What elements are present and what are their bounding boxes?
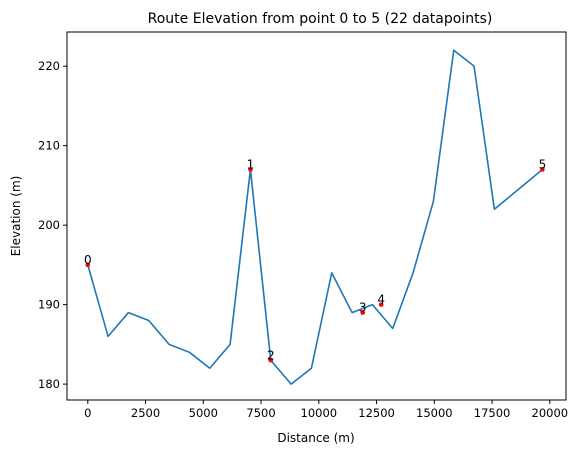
waypoint-label: 1 (247, 158, 255, 172)
waypoint-marker (268, 357, 274, 363)
elevation-series-line (87, 49, 543, 385)
plot-frame (66, 31, 567, 401)
x-tick-label: 17500 (474, 406, 511, 420)
x-tick-label: 5000 (189, 406, 218, 420)
x-tick-label: 20000 (532, 406, 569, 420)
y-tick-label: 200 (38, 218, 60, 232)
waypoint-label: 3 (359, 301, 367, 315)
y-tick-label: 220 (38, 59, 60, 73)
waypoint-marker (248, 167, 253, 172)
waypoint-marker (360, 310, 366, 315)
plot-area: 0 1 2 34 5 (84, 49, 547, 385)
x-tick-label: 7500 (246, 406, 275, 420)
x-tick-label: 15000 (416, 406, 453, 420)
y-tick-label: 180 (38, 377, 60, 391)
y-axis-label: Elevation (m) (9, 176, 23, 257)
y-tick-label: 190 (38, 298, 60, 312)
x-tick-label: 0 (84, 406, 91, 420)
x-tick-label: 10000 (301, 406, 338, 420)
waypoint-label: 4 (377, 293, 385, 307)
waypoint-label: 0 (84, 253, 92, 267)
waypoint-marker (378, 302, 384, 307)
waypoint-marker (540, 167, 545, 172)
waypoint-label: 5 (539, 158, 547, 172)
x-tick-label: 2500 (131, 406, 160, 420)
waypoint-label: 2 (267, 348, 275, 362)
waypoint-marker (85, 262, 91, 268)
chart-title: Route Elevation from point 0 to 5 (22 da… (148, 11, 493, 27)
y-tick-label: 210 (38, 139, 60, 153)
x-axis-label: Distance (m) (277, 431, 354, 445)
x-tick-label: 12500 (358, 406, 395, 420)
axes-ticks: 0 2500 5000 7500 10000 12500 15000 17500 20000 18… (38, 59, 568, 420)
